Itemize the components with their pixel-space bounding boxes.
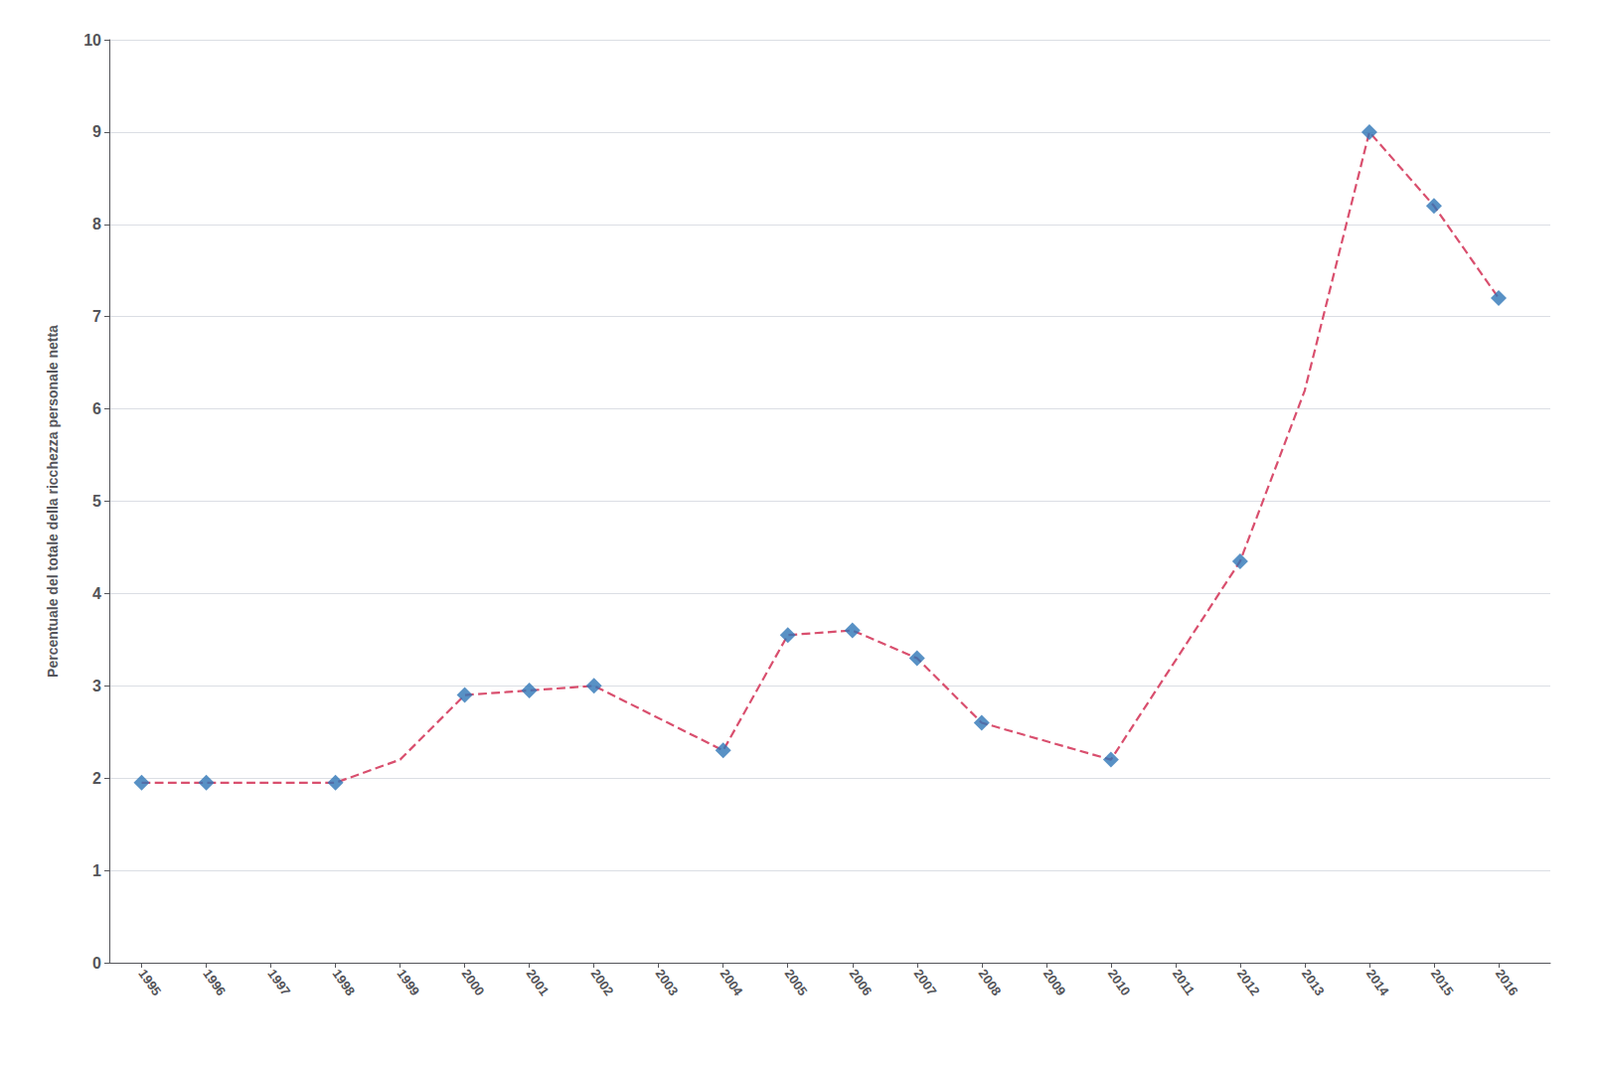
svg-text:Percentuale del totale della r: Percentuale del totale della ricchezza p… bbox=[44, 324, 61, 678]
svg-text:2001: 2001 bbox=[523, 966, 553, 999]
svg-text:2006: 2006 bbox=[846, 966, 876, 999]
svg-text:0: 0 bbox=[92, 955, 102, 972]
svg-text:6: 6 bbox=[92, 400, 102, 418]
svg-text:1: 1 bbox=[92, 862, 102, 880]
svg-text:1995: 1995 bbox=[135, 966, 164, 999]
svg-text:8: 8 bbox=[92, 215, 102, 233]
svg-text:2011: 2011 bbox=[1169, 966, 1198, 999]
svg-text:1997: 1997 bbox=[264, 966, 294, 999]
svg-text:2007: 2007 bbox=[911, 966, 941, 999]
svg-text:2: 2 bbox=[92, 770, 102, 788]
svg-text:1996: 1996 bbox=[199, 966, 229, 999]
svg-text:2008: 2008 bbox=[975, 966, 1005, 999]
svg-text:9: 9 bbox=[92, 123, 102, 141]
svg-text:5: 5 bbox=[92, 492, 102, 510]
svg-text:2005: 2005 bbox=[782, 966, 811, 999]
svg-text:2013: 2013 bbox=[1298, 966, 1328, 999]
svg-text:1999: 1999 bbox=[393, 966, 423, 999]
svg-text:2000: 2000 bbox=[458, 966, 487, 999]
svg-text:2009: 2009 bbox=[1040, 966, 1070, 999]
svg-text:4: 4 bbox=[92, 585, 102, 603]
svg-text:2015: 2015 bbox=[1428, 966, 1457, 999]
svg-text:1998: 1998 bbox=[328, 966, 358, 999]
svg-text:2012: 2012 bbox=[1234, 966, 1264, 999]
svg-text:7: 7 bbox=[92, 308, 102, 325]
svg-text:2004: 2004 bbox=[717, 966, 747, 1000]
svg-text:2016: 2016 bbox=[1492, 966, 1522, 999]
svg-text:2010: 2010 bbox=[1105, 966, 1134, 999]
svg-text:2002: 2002 bbox=[588, 966, 618, 999]
svg-text:2014: 2014 bbox=[1363, 966, 1393, 1000]
svg-text:2003: 2003 bbox=[652, 966, 682, 999]
svg-text:3: 3 bbox=[92, 677, 102, 695]
svg-text:10: 10 bbox=[83, 31, 102, 49]
